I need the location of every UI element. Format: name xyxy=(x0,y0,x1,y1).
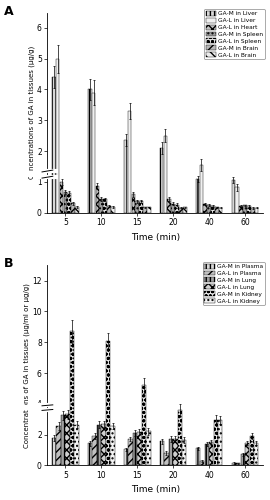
Bar xyxy=(232,180,235,212)
Bar xyxy=(56,58,59,212)
Bar xyxy=(133,434,137,466)
Bar xyxy=(124,449,128,466)
Bar xyxy=(239,206,243,212)
Bar xyxy=(107,206,111,212)
Bar xyxy=(179,208,183,212)
Bar xyxy=(96,186,99,212)
Bar xyxy=(88,444,92,466)
Bar xyxy=(175,204,179,212)
Bar xyxy=(243,206,247,212)
Bar xyxy=(52,438,56,466)
Text: A: A xyxy=(4,4,14,18)
Bar xyxy=(254,443,258,466)
Bar xyxy=(15,171,48,177)
Bar xyxy=(164,452,168,466)
Bar xyxy=(102,424,106,466)
Bar xyxy=(207,205,211,212)
Bar xyxy=(215,208,219,212)
Bar xyxy=(241,454,245,466)
Bar xyxy=(171,204,175,212)
Bar xyxy=(111,206,115,212)
Bar xyxy=(183,208,187,212)
Y-axis label: Concentrations of GA in tissues (μg/g): Concentrations of GA in tissues (μg/g) xyxy=(28,46,35,179)
Bar xyxy=(200,165,203,212)
Bar xyxy=(200,461,204,466)
Bar xyxy=(143,208,147,212)
Bar xyxy=(169,439,173,466)
Bar xyxy=(178,410,182,466)
Bar xyxy=(205,444,209,466)
Bar xyxy=(232,463,236,466)
Bar xyxy=(235,188,239,212)
Bar xyxy=(124,140,127,212)
Bar xyxy=(99,198,103,212)
Bar xyxy=(167,198,171,212)
Bar xyxy=(128,111,131,212)
Bar xyxy=(97,424,101,466)
Bar xyxy=(92,92,95,212)
Bar xyxy=(75,206,79,212)
Bar xyxy=(139,202,143,212)
Bar xyxy=(63,192,67,212)
Bar xyxy=(56,426,61,466)
Bar xyxy=(60,182,63,212)
Bar xyxy=(88,90,92,212)
Bar xyxy=(255,208,258,212)
Bar xyxy=(68,193,71,212)
Bar xyxy=(211,206,215,212)
Bar xyxy=(164,136,167,212)
Bar xyxy=(137,432,141,466)
Bar xyxy=(196,448,200,466)
Bar xyxy=(135,201,139,212)
Legend: GA-M in Liver, GA-L in Liver, GA-L in Heart, GA-M in Spleen, GA-L in Spleen, GA-: GA-M in Liver, GA-L in Liver, GA-L in He… xyxy=(204,9,265,59)
Bar xyxy=(173,439,177,466)
Bar xyxy=(247,206,251,212)
Bar xyxy=(110,426,115,466)
Legend: GA-M in Plasma, GA-L in Plasma, GA-M in Lung, GA-L in Lung, GA-M in Kidney, GA-L: GA-M in Plasma, GA-L in Plasma, GA-M in … xyxy=(202,262,265,306)
Bar xyxy=(218,420,222,466)
Bar xyxy=(219,208,222,212)
Bar xyxy=(106,342,110,466)
Bar xyxy=(52,77,56,212)
Bar xyxy=(71,204,75,212)
Bar xyxy=(146,432,151,466)
Bar xyxy=(147,208,151,212)
Bar xyxy=(131,194,135,212)
Bar xyxy=(75,424,79,466)
Bar xyxy=(66,414,70,466)
Bar xyxy=(160,148,163,212)
Bar xyxy=(251,208,255,212)
Bar xyxy=(15,406,48,410)
Bar xyxy=(236,464,240,466)
Bar xyxy=(92,436,97,466)
Y-axis label: Concentrations of GA in tissues (μg/ml or μg/g): Concentrations of GA in tissues (μg/ml o… xyxy=(24,283,30,448)
Bar xyxy=(70,332,74,466)
Bar xyxy=(209,442,213,466)
Text: B: B xyxy=(4,258,14,270)
Bar xyxy=(245,443,249,466)
Bar xyxy=(103,200,107,212)
Bar xyxy=(160,442,164,466)
Bar xyxy=(203,204,207,212)
Bar xyxy=(142,386,146,466)
X-axis label: Time (min): Time (min) xyxy=(131,232,180,241)
Bar xyxy=(61,416,65,466)
Bar xyxy=(214,420,218,466)
X-axis label: Time (min): Time (min) xyxy=(131,486,180,494)
Bar xyxy=(196,178,199,212)
Bar xyxy=(182,440,187,466)
Bar xyxy=(128,439,133,466)
Bar xyxy=(249,436,254,466)
